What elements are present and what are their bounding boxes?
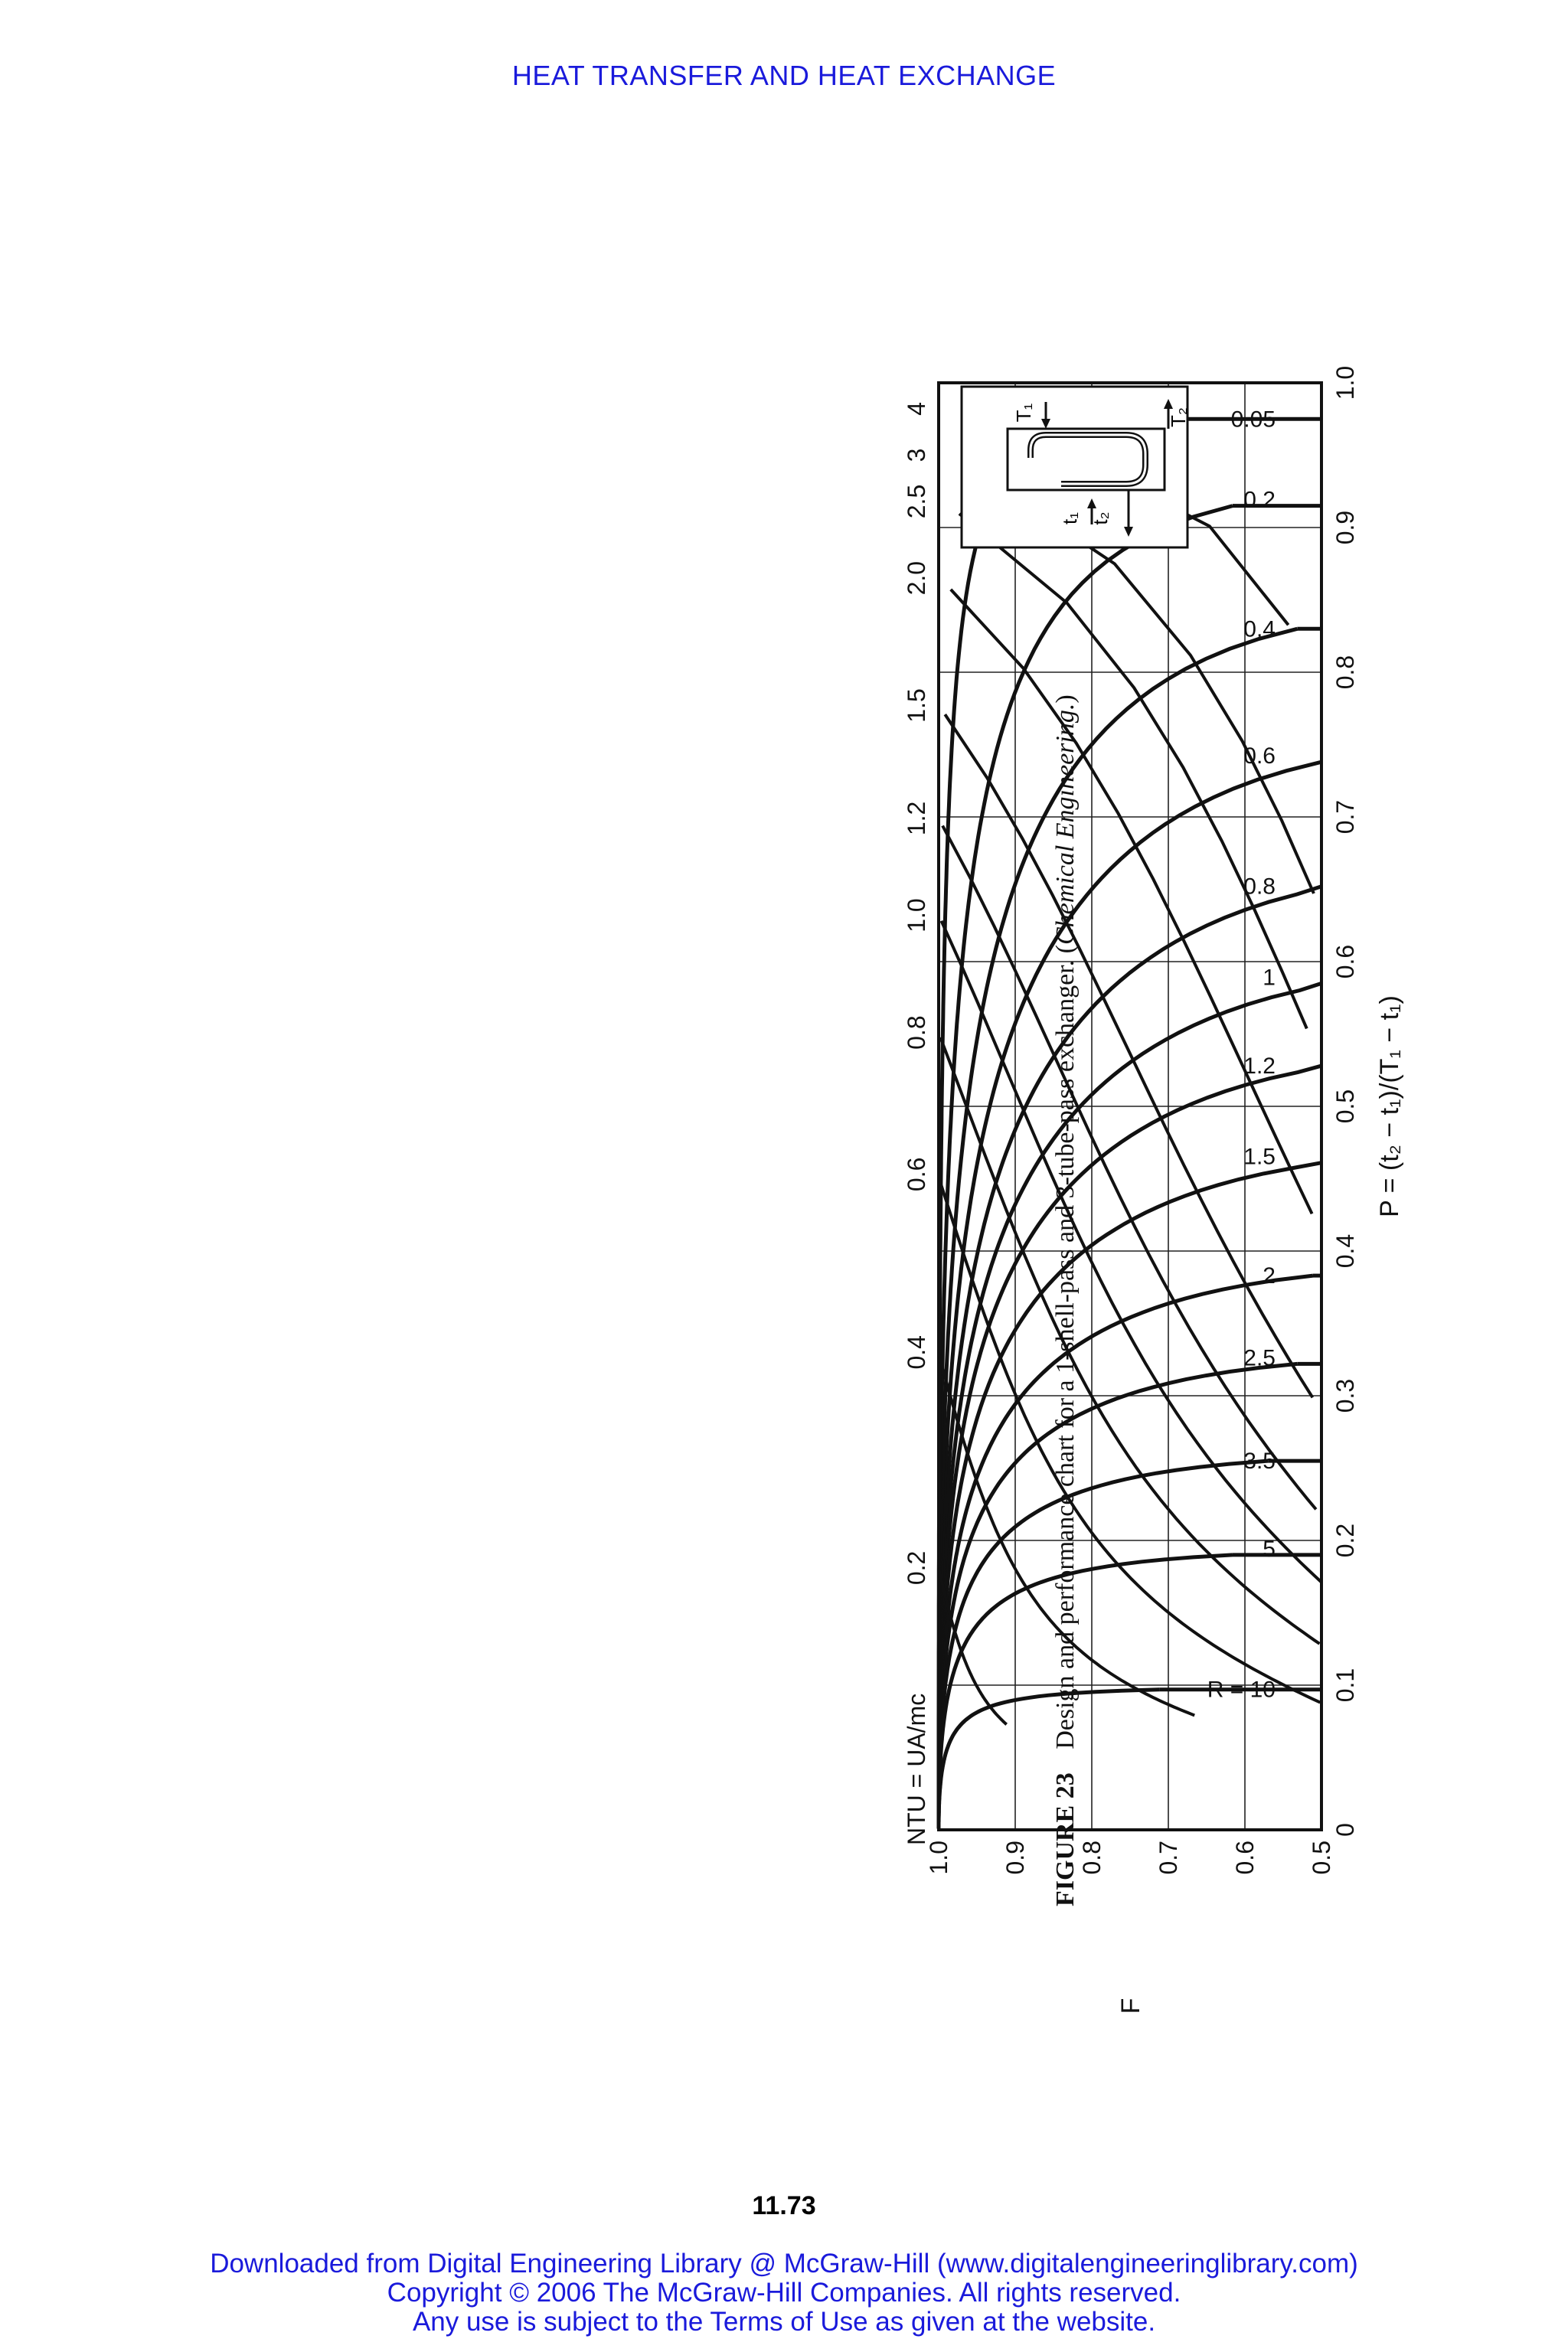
p-tick-label: 0.2 xyxy=(1331,1524,1359,1557)
r-curve xyxy=(936,760,1322,1829)
caption-body: Design and performance chart for a 1-she… xyxy=(1051,945,1080,1749)
p-tick-label: 0.6 xyxy=(1331,945,1359,978)
caption-close: ) xyxy=(1051,694,1080,703)
chart-frame xyxy=(937,381,1323,1831)
r-curve xyxy=(936,1687,1160,1829)
inset-frame xyxy=(960,385,1189,549)
ntu-tick-label: 1.5 xyxy=(903,688,930,722)
inset-label-T2: T₂ xyxy=(1167,407,1190,427)
ntu-tick-label: 1.0 xyxy=(903,898,930,932)
arrow-t1-head xyxy=(1087,498,1096,508)
f-axis-title: F xyxy=(1116,1998,1145,2014)
f-tick-label: 0.9 xyxy=(1001,1841,1029,1874)
figure-caption: FIGURE 23 Design and performance chart f… xyxy=(1051,694,1080,1906)
ntu-axis-title: NTU = UA/mc xyxy=(903,1694,930,1845)
r-series-label: 0.4 xyxy=(1243,616,1276,642)
download-footer: Downloaded from Digital Engineering Libr… xyxy=(0,2249,1568,2337)
f-tick-label: 0.8 xyxy=(1078,1841,1106,1874)
p-tick-label: 0.9 xyxy=(1331,511,1359,544)
r-series-label: 0.6 xyxy=(1243,743,1276,769)
p-tick-label: 1.0 xyxy=(1331,366,1359,400)
r-curve xyxy=(936,1161,1322,1829)
p-tick-label: 0.5 xyxy=(1331,1089,1359,1123)
inset-label-t1: t₁ xyxy=(1058,512,1081,524)
r-series-label: 2 xyxy=(1263,1263,1276,1289)
caption-gap xyxy=(1051,1749,1080,1756)
r-series-label: 1 xyxy=(1263,965,1276,990)
arrow-t2-head xyxy=(1124,527,1133,537)
r-series-label: 0.8 xyxy=(1243,874,1276,900)
ntu-curve xyxy=(941,825,1318,1511)
p-tick-label: 0.1 xyxy=(1331,1668,1359,1702)
p-axis-title: P = (t₂ − t₁)/(T₁ − t₁) xyxy=(1375,995,1404,1217)
caption-label: FIGURE 23 xyxy=(1051,1772,1080,1906)
r-series-label: R = 10 xyxy=(1207,1677,1276,1703)
shell-outline xyxy=(1006,427,1166,492)
running-head: HEAT TRANSFER AND HEAT EXCHANGE xyxy=(511,60,1057,91)
ntu-curve xyxy=(949,588,1314,1215)
p-tick-label: 0.7 xyxy=(1331,800,1359,834)
r-series-label: 5 xyxy=(1263,1537,1276,1562)
p-tick-label: 0 xyxy=(1331,1823,1359,1837)
arrow-T2-head xyxy=(1164,399,1173,409)
ntu-curve xyxy=(939,1037,1321,1645)
p-tick-label: 0.4 xyxy=(1331,1234,1359,1268)
ntu-curve xyxy=(958,512,1308,1030)
ntu-curve xyxy=(937,1567,1008,1726)
ntu-tick-label: 3 xyxy=(903,449,930,462)
p-tick-label: 0.3 xyxy=(1331,1379,1359,1413)
ntu-curve xyxy=(938,1179,1321,1704)
tube-serpentine-inner xyxy=(1029,433,1147,485)
f-tick-label: 0.5 xyxy=(1308,1841,1335,1874)
ntu-tick-label: 2.5 xyxy=(903,485,930,518)
r-series-label: 0.05 xyxy=(1231,407,1276,432)
inset-diagram: T₁ t₂ t₁ T₂ xyxy=(960,385,1190,549)
f-tick-label: 0.6 xyxy=(1231,1841,1259,1874)
page-number: 11.73 xyxy=(752,2191,816,2220)
inset-label-T1: T₁ xyxy=(1012,403,1035,422)
ntu-curve xyxy=(943,713,1315,1399)
inset-label-t2: t₂ xyxy=(1089,511,1112,524)
footer-line-3: Any use is subject to the Terms of Use a… xyxy=(412,2307,1156,2337)
p-tick-label: 0.8 xyxy=(1331,655,1359,689)
r-curve xyxy=(936,504,1233,1829)
r-curve xyxy=(936,1361,1298,1829)
ntu-tick-label: 4 xyxy=(903,402,930,416)
footer-line-2: Copyright © 2006 The McGraw-Hill Compani… xyxy=(387,2278,1181,2308)
f-tick-label: 1.0 xyxy=(925,1841,952,1874)
caption-source: Chemical Engineering. xyxy=(1051,704,1080,945)
arrow-T1-head xyxy=(1041,419,1050,429)
r-series-label: 2.5 xyxy=(1243,1345,1276,1370)
r-series-label: 1.5 xyxy=(1243,1145,1276,1170)
ntu-tick-label: 0.6 xyxy=(903,1158,930,1191)
r-curve xyxy=(936,1459,1269,1829)
ntu-curve xyxy=(939,920,1323,1583)
ntu-tick-label: 0.4 xyxy=(903,1335,930,1369)
ntu-tick-label: 0.2 xyxy=(903,1551,930,1585)
ntu-curve xyxy=(937,1354,1195,1717)
chart-labels: 0 0.1 0.2 0.3 0.4 0.5 0.6 0.7 0.8 0.9 1.0 0.5 0.6 0.7… xyxy=(903,366,1404,2014)
ntu-tick-label: 2.0 xyxy=(903,561,930,595)
ntu-tick-label: 0.8 xyxy=(903,1015,930,1049)
r-series-label: 1.2 xyxy=(1243,1054,1276,1079)
f-tick-label: 0.7 xyxy=(1155,1841,1182,1874)
footer-line-1[interactable]: Downloaded from Digital Engineering Libr… xyxy=(210,2249,1358,2278)
r-curve xyxy=(936,416,1091,1829)
chart-grid xyxy=(938,382,1322,1831)
r-series-label: 3.5 xyxy=(1243,1449,1276,1474)
ntu-tick-label: 1.2 xyxy=(903,802,930,835)
chart-curves xyxy=(936,416,1323,1829)
r-series-label: 0.2 xyxy=(1243,488,1276,513)
